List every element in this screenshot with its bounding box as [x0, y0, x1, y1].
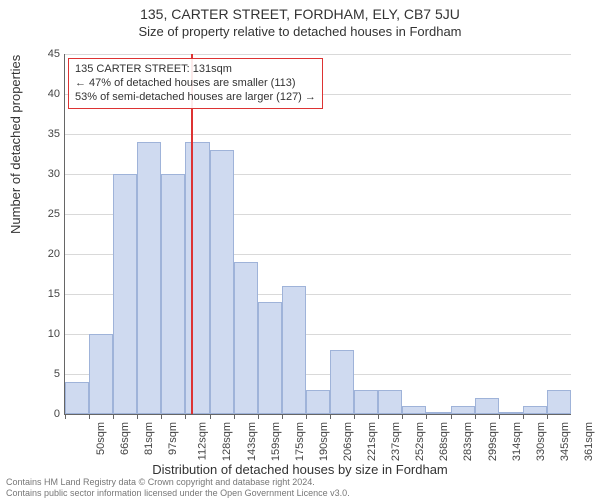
bar [185, 142, 209, 414]
x-tick-label: 66sqm [119, 422, 131, 455]
x-tick-label: 190sqm [318, 422, 330, 461]
x-tick-label: 283sqm [463, 422, 475, 461]
x-tick-label: 175sqm [294, 422, 306, 461]
bar [523, 406, 547, 414]
bar [65, 382, 89, 414]
x-tick-label: 159sqm [270, 422, 282, 461]
bar [258, 302, 282, 414]
bar [451, 406, 475, 414]
legend-box: 135 CARTER STREET: 131sqm ← 47% of detac… [68, 58, 323, 109]
chart-subtitle: Size of property relative to detached ho… [0, 22, 600, 39]
x-tick-label: 345sqm [559, 422, 571, 461]
x-tick-label: 314sqm [511, 422, 523, 461]
bar [354, 390, 378, 414]
bar [306, 390, 330, 414]
x-tick-label: 50sqm [95, 422, 107, 455]
bar [547, 390, 571, 414]
y-axis-label: Number of detached properties [8, 55, 23, 234]
bar [161, 174, 185, 414]
bar [499, 412, 523, 414]
x-tick-label: 206sqm [342, 422, 354, 461]
legend-line1: 135 CARTER STREET: 131sqm [75, 63, 316, 77]
x-tick-label: 361sqm [583, 422, 595, 461]
x-tick-label: 237sqm [390, 422, 402, 461]
bar [426, 412, 450, 414]
footer: Contains HM Land Registry data © Crown c… [6, 477, 350, 498]
x-tick-label: 330sqm [535, 422, 547, 461]
legend-line2: ← 47% of detached houses are smaller (11… [75, 77, 316, 91]
bar [282, 286, 306, 414]
bar [330, 350, 354, 414]
bar [402, 406, 426, 414]
bar [475, 398, 499, 414]
bar [113, 174, 137, 414]
x-tick-label: 299sqm [487, 422, 499, 461]
footer-line2: Contains public sector information licen… [6, 488, 350, 498]
bar [210, 150, 234, 414]
bar [137, 142, 161, 414]
x-tick-label: 81sqm [143, 422, 155, 455]
x-tick-label: 97sqm [167, 422, 179, 455]
bar [234, 262, 258, 414]
x-tick-label: 112sqm [197, 422, 209, 460]
x-tick-label: 221sqm [366, 422, 378, 461]
legend-line3: 53% of semi-detached houses are larger (… [75, 91, 316, 105]
x-tick-label: 252sqm [414, 422, 426, 461]
chart-container: 135, CARTER STREET, FORDHAM, ELY, CB7 5J… [0, 0, 600, 500]
x-tick-label: 128sqm [222, 422, 234, 461]
x-tick-label: 268sqm [438, 422, 450, 461]
footer-line1: Contains HM Land Registry data © Crown c… [6, 477, 350, 487]
x-axis-label: Distribution of detached houses by size … [0, 462, 600, 477]
bar [89, 334, 113, 414]
x-tick-label: 143sqm [246, 422, 258, 461]
chart-title: 135, CARTER STREET, FORDHAM, ELY, CB7 5J… [0, 0, 600, 22]
bar [378, 390, 402, 414]
